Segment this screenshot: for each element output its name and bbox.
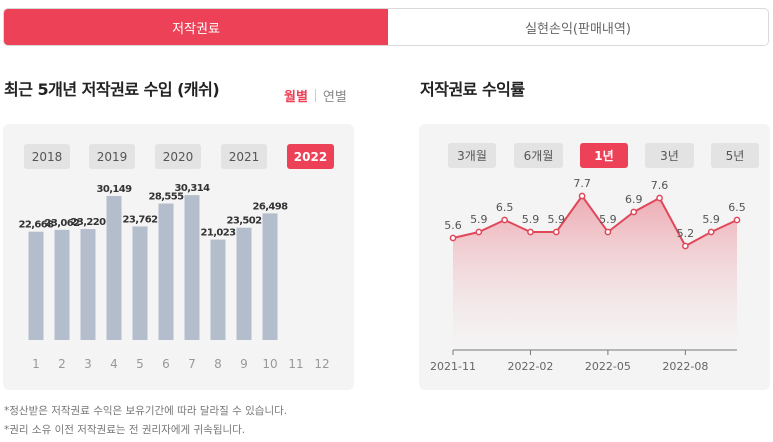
- yield-value-label: 5.9: [522, 213, 540, 226]
- tab-realized-pnl[interactable]: 실현손익(판매내역): [388, 9, 768, 45]
- yield-value-label: 5.2: [677, 227, 695, 240]
- bar-month-8: [210, 239, 226, 340]
- toggle-yearly[interactable]: 연별: [322, 90, 347, 105]
- bar-month-5: [132, 226, 148, 340]
- yield-line: [452, 194, 738, 248]
- footnote-2: *권리 소유 이전 저작권료는 전 권리자에게 귀속됩니다.: [4, 424, 246, 436]
- bar-month-4: [106, 195, 122, 340]
- bar-month-3: [80, 229, 96, 340]
- yield-point-3: [527, 228, 534, 236]
- period-pill-3y[interactable]: 3년: [645, 143, 694, 168]
- year-pill-2018[interactable]: 2018: [24, 144, 70, 169]
- year-pill-2021[interactable]: 2021: [221, 144, 267, 169]
- yield-point-4: [552, 228, 560, 236]
- x-tick-month-4: 4: [110, 357, 118, 371]
- bar-value-label: 26,498: [253, 201, 289, 212]
- bar-value-label: 30,314: [175, 183, 211, 194]
- bar-value-label: 28,555: [149, 192, 185, 203]
- bar-month-10: [262, 213, 278, 340]
- bar-month-6: [158, 203, 174, 340]
- yield-value-label: 5.9: [599, 213, 617, 226]
- year-pill-2019[interactable]: 2019: [89, 144, 135, 169]
- x-tick-month-8: 8: [214, 357, 222, 371]
- year-pill-2022[interactable]: 2022: [287, 144, 334, 169]
- yield-point-0: [449, 234, 457, 242]
- x-tick-month-11: 11: [288, 357, 303, 371]
- x-tick-month-12: 12: [314, 357, 329, 371]
- yield-point-9: [682, 242, 689, 250]
- x-tick-month-10: 10: [262, 357, 277, 371]
- toggle-divider: [314, 89, 316, 102]
- bar-value-label: 23,062: [45, 218, 81, 229]
- period-pill-1y[interactable]: 1년: [580, 143, 628, 168]
- yield-point-5: [578, 192, 586, 200]
- yield-value-label: 5.9: [548, 213, 566, 226]
- x-tick-month-3: 3: [84, 357, 92, 371]
- yield-area-fill: [453, 196, 737, 350]
- bar-value-label: 22,668: [19, 220, 55, 231]
- bar-value-label: 23,502: [227, 216, 263, 227]
- x-tick-month-1: 1: [32, 357, 40, 371]
- bar-month-1: [28, 231, 44, 340]
- yield-value-label: 7.6: [651, 179, 669, 192]
- x-tick-month-9: 9: [240, 357, 248, 371]
- yield-value-label: 7.7: [573, 177, 591, 190]
- yield-point-11: [733, 216, 741, 224]
- yield-value-label: 5.9: [470, 213, 488, 226]
- yield-point-7: [630, 208, 638, 216]
- x-tick-month-5: 5: [136, 357, 144, 371]
- period-pill-6m[interactable]: 6개월: [514, 143, 563, 168]
- period-toggle: 월별 연별: [284, 86, 347, 105]
- yield-section-title: 저작권료 수익률: [420, 80, 525, 99]
- yield-value-label: 5.9: [702, 213, 720, 226]
- x-tick-label: 2022-08: [662, 360, 708, 373]
- bar-value-label: 23,762: [123, 214, 159, 225]
- bar-month-2: [54, 229, 70, 340]
- toggle-monthly[interactable]: 월별: [284, 90, 308, 105]
- top-tabs: 저작권료 실현손익(판매내역): [3, 8, 769, 46]
- bar-value-label: 30,149: [97, 184, 133, 195]
- yield-point-1: [475, 228, 483, 236]
- period-pill-3m[interactable]: 3개월: [448, 143, 496, 168]
- yield-point-8: [656, 194, 663, 202]
- x-tick-month-2: 2: [58, 357, 66, 371]
- yield-value-label: 5.6: [444, 219, 462, 232]
- income-section-title: 최근 5개년 저작권료 수입 (캐쉬): [4, 80, 220, 99]
- yield-value-label: 6.5: [496, 201, 514, 214]
- footnote-1: *정산받은 저작권료 수익은 보유기간에 따라 달라질 수 있습니다.: [4, 405, 288, 417]
- year-pill-2020[interactable]: 2020: [155, 144, 201, 169]
- yield-point-10: [707, 228, 715, 236]
- yield-point-6: [604, 228, 612, 236]
- period-pill-5y[interactable]: 5년: [711, 143, 759, 168]
- x-tick-label: 2021-11: [430, 360, 476, 373]
- bar-month-7: [184, 195, 200, 340]
- bar-value-label: 23,220: [71, 217, 107, 228]
- x-tick-month-7: 7: [188, 357, 196, 371]
- yield-value-label: 6.5: [728, 201, 746, 214]
- x-tick-label: 2022-02: [507, 360, 553, 373]
- x-tick-label: 2022-05: [585, 360, 631, 373]
- footnotes: *정산받은 저작권료 수익은 보유기간에 따라 달라질 수 있습니다. *권리 …: [4, 402, 287, 440]
- bar-month-9: [236, 227, 252, 340]
- yield-point-2: [501, 216, 508, 224]
- x-tick-month-6: 6: [162, 357, 170, 371]
- yield-value-label: 6.9: [625, 193, 643, 206]
- bar-value-label: 21,023: [201, 228, 237, 239]
- tab-royalty[interactable]: 저작권료: [4, 9, 388, 45]
